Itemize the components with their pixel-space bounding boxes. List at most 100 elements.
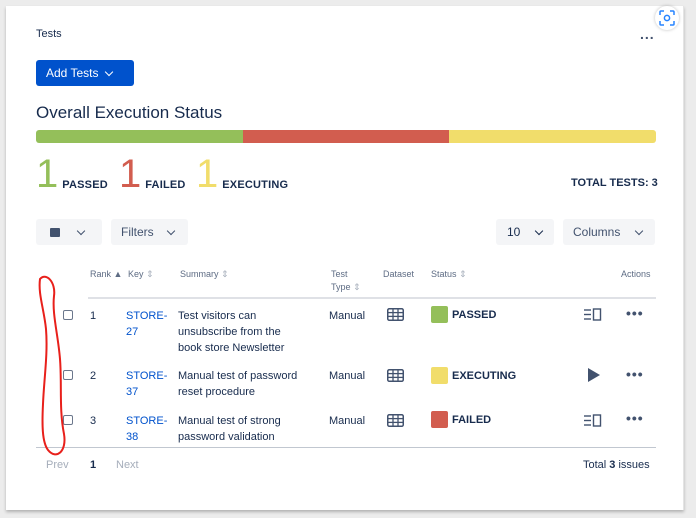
page-size-value: 10 bbox=[507, 225, 521, 239]
row-checkbox[interactable] bbox=[63, 415, 73, 425]
details-icon[interactable] bbox=[584, 414, 602, 427]
bar-segment-executing bbox=[449, 130, 656, 143]
scan-icon bbox=[659, 10, 675, 26]
row-summary: Manual test of strong password validatio… bbox=[178, 413, 281, 445]
columns-label: Columns bbox=[573, 225, 621, 239]
header-rank[interactable]: Rank ▲ bbox=[90, 268, 122, 281]
header-status-label: Status bbox=[431, 269, 457, 279]
sort-icon: ⇕ bbox=[456, 269, 467, 279]
chevron-down-icon bbox=[535, 226, 544, 235]
filters-label: Filters bbox=[121, 225, 154, 239]
row-status: EXECUTING bbox=[452, 370, 517, 382]
header-rank-label: Rank bbox=[90, 269, 112, 279]
row-more-actions[interactable]: ••• bbox=[626, 305, 644, 321]
add-tests-button[interactable]: Add Tests bbox=[36, 60, 134, 86]
stat-failed-label: FAILED bbox=[145, 179, 186, 191]
details-icon[interactable] bbox=[584, 308, 602, 321]
chevron-down-icon bbox=[166, 226, 175, 235]
row-key-part1: STORE- bbox=[126, 310, 168, 322]
header-summary-label: Summary bbox=[180, 269, 219, 279]
row-rank: 3 bbox=[90, 415, 97, 427]
red-annotation-loop bbox=[38, 275, 66, 456]
stat-passed-count: 1 bbox=[36, 152, 59, 196]
row-key-part1: STORE- bbox=[126, 370, 168, 382]
total-issues: Total 3 issues bbox=[583, 459, 650, 471]
view-selector[interactable] bbox=[36, 219, 102, 245]
status-progress-bar bbox=[36, 130, 656, 143]
sort-icon: ⇕ bbox=[143, 269, 154, 279]
row-summary: Test visitors can unsubscribe from the b… bbox=[178, 308, 284, 356]
stat-executing-count: 1 bbox=[196, 152, 219, 196]
row-summary-line2: unsubscribe from the bbox=[178, 326, 281, 338]
row-key-link[interactable]: STORE- 37 bbox=[126, 368, 167, 400]
row-type: Manual bbox=[329, 310, 366, 322]
total-count: 3 bbox=[609, 459, 616, 471]
header-status[interactable]: Status ⇕ bbox=[431, 268, 467, 281]
row-rank: 2 bbox=[90, 370, 97, 382]
tests-panel: Tests ... Add Tests Overall Execution St… bbox=[6, 6, 684, 510]
stat-executing-label: EXECUTING bbox=[222, 179, 289, 191]
status-color-box bbox=[431, 367, 448, 384]
row-checkbox[interactable] bbox=[63, 310, 73, 320]
row-key-part1: STORE- bbox=[126, 415, 168, 427]
row-rank: 1 bbox=[90, 310, 97, 322]
next-page-button[interactable]: Next bbox=[116, 459, 139, 471]
row-summary-line2: reset procedure bbox=[178, 386, 256, 398]
row-key-part2: 38 bbox=[126, 431, 139, 443]
row-summary: Manual test of password reset procedure bbox=[178, 368, 297, 400]
play-icon[interactable] bbox=[588, 368, 600, 382]
header-test-type[interactable]: Test Type ⇕ bbox=[331, 268, 361, 294]
panel-title: Tests bbox=[36, 28, 62, 40]
sort-asc-icon: ▲ bbox=[111, 269, 123, 279]
total-prefix: Total bbox=[583, 459, 610, 471]
stat-executing: 1 EXECUTING bbox=[196, 154, 288, 194]
row-type: Manual bbox=[329, 415, 366, 427]
row-summary-line1: Manual test of password bbox=[178, 370, 298, 382]
current-page[interactable]: 1 bbox=[90, 459, 97, 471]
row-status: FAILED bbox=[452, 414, 492, 426]
bar-segment-failed bbox=[242, 130, 450, 143]
status-color-box bbox=[431, 411, 448, 428]
columns-button[interactable]: Columns bbox=[563, 219, 655, 245]
dataset-grid-icon[interactable] bbox=[387, 308, 404, 321]
stat-passed: 1 PASSED bbox=[36, 154, 108, 194]
row-key-link[interactable]: STORE- 27 bbox=[126, 308, 167, 340]
dataset-grid-icon[interactable] bbox=[387, 369, 404, 382]
chevron-down-icon bbox=[76, 226, 86, 235]
screenshot-scan-icon[interactable] bbox=[655, 6, 679, 30]
dataset-grid-icon[interactable] bbox=[387, 414, 404, 427]
page-size-select[interactable]: 10 bbox=[496, 219, 554, 245]
row-more-actions[interactable]: ••• bbox=[626, 410, 644, 426]
table-bottom-divider bbox=[36, 447, 656, 448]
prev-page-button[interactable]: Prev bbox=[46, 459, 69, 471]
bar-segment-passed bbox=[36, 130, 243, 143]
row-more-actions[interactable]: ••• bbox=[626, 366, 644, 382]
header-key-label: Key bbox=[128, 269, 144, 279]
row-summary-line1: Test visitors can bbox=[178, 310, 257, 322]
status-color-box bbox=[431, 306, 448, 323]
total-suffix: issues bbox=[615, 459, 650, 471]
filters-button[interactable]: Filters bbox=[111, 219, 188, 245]
row-summary-line2: password validation bbox=[178, 431, 275, 443]
row-checkbox[interactable] bbox=[63, 370, 73, 380]
header-summary[interactable]: Summary ⇕ bbox=[180, 268, 229, 281]
add-tests-label: Add Tests bbox=[46, 66, 99, 80]
header-test-type-line1: Test bbox=[331, 269, 348, 279]
square-icon bbox=[50, 227, 60, 237]
sort-icon: ⇕ bbox=[350, 282, 361, 292]
sort-icon: ⇕ bbox=[218, 269, 229, 279]
header-actions: Actions bbox=[621, 269, 651, 279]
row-status: PASSED bbox=[452, 309, 497, 321]
row-summary-line3: book store Newsletter bbox=[178, 342, 285, 354]
stat-failed-count: 1 bbox=[119, 152, 142, 196]
row-key-link[interactable]: STORE- 38 bbox=[126, 413, 167, 445]
chevron-down-icon bbox=[105, 67, 114, 76]
stat-failed: 1 FAILED bbox=[119, 154, 186, 194]
header-test-type-line2: Type bbox=[331, 282, 351, 292]
chevron-down-icon bbox=[635, 226, 644, 235]
row-summary-line1: Manual test of strong bbox=[178, 415, 281, 427]
row-key-part2: 27 bbox=[126, 326, 139, 338]
total-tests: TOTAL TESTS: 3 bbox=[571, 177, 658, 189]
panel-more-button[interactable]: ... bbox=[640, 26, 655, 42]
header-key[interactable]: Key ⇕ bbox=[128, 268, 154, 281]
